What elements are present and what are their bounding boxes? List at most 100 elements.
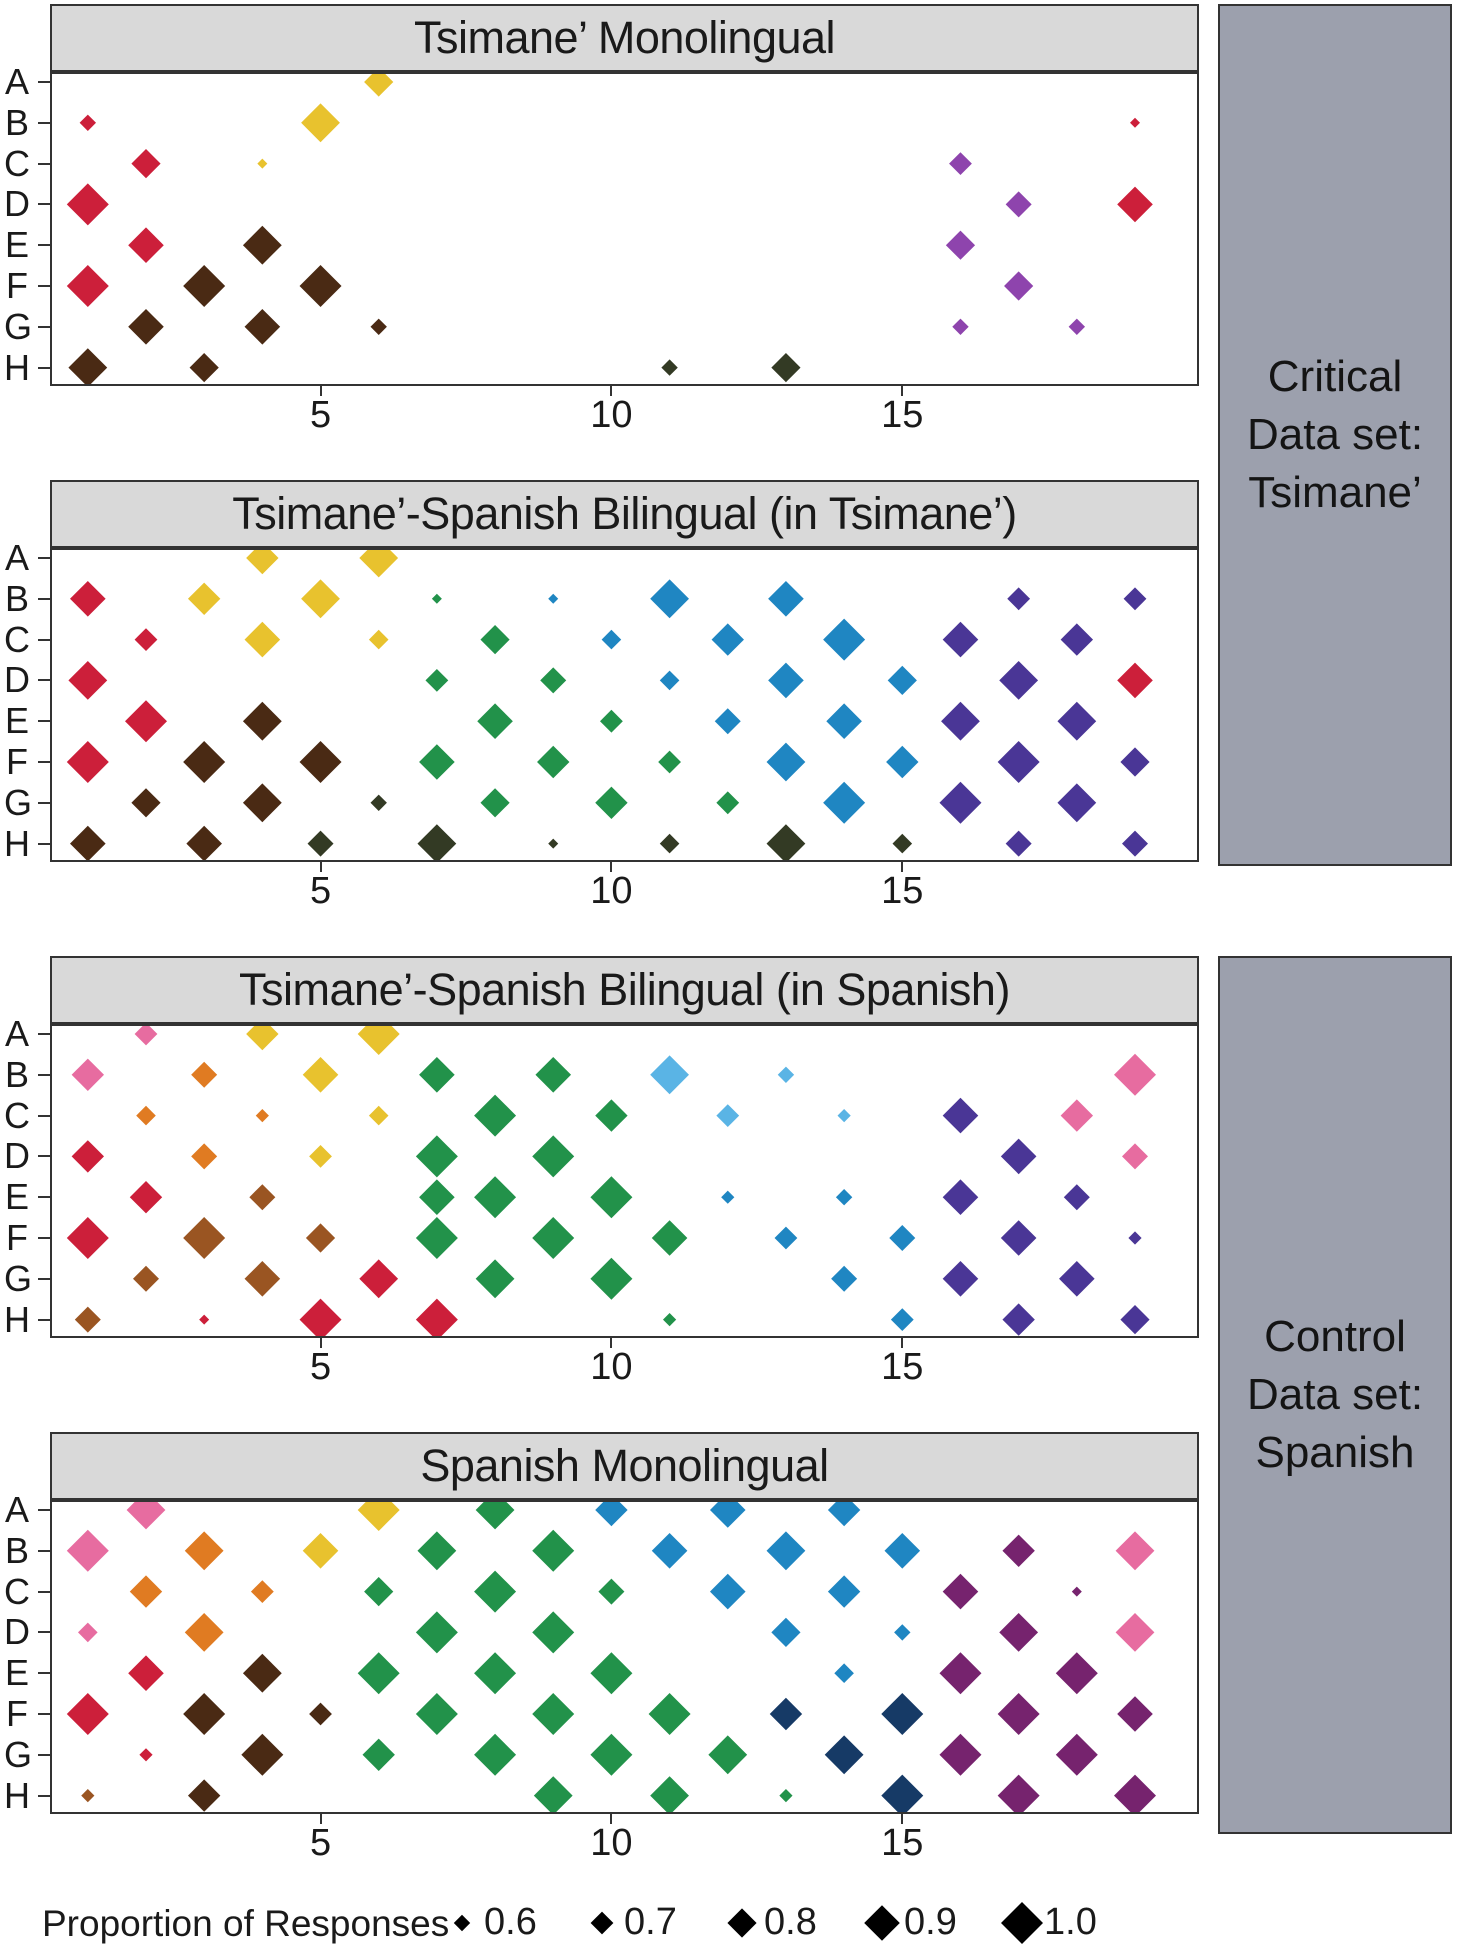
point-H-5 <box>299 1298 342 1336</box>
point-H-1 <box>74 1306 101 1333</box>
y-tick-label: B <box>4 101 29 143</box>
y-tick <box>38 121 50 124</box>
point-F-9 <box>537 745 570 779</box>
points-layer <box>66 74 1153 384</box>
point-F-13 <box>769 1697 803 1731</box>
point-B-5 <box>302 1057 339 1093</box>
point-H-1 <box>70 825 106 860</box>
point-G-2 <box>128 309 164 345</box>
y-tick-label: F <box>6 741 28 782</box>
point-H-9 <box>548 838 559 849</box>
point-H-3 <box>187 1779 221 1812</box>
point-G-6 <box>370 318 387 335</box>
point-B-1 <box>71 1058 105 1091</box>
legend-diamond-icon <box>864 1905 900 1941</box>
point-B-11 <box>651 1533 688 1569</box>
point-B-7 <box>431 593 442 604</box>
x-tick <box>610 862 613 872</box>
y-tick-label: A <box>4 1013 29 1054</box>
point-G-6 <box>362 1738 395 1771</box>
point-D-7 <box>415 1135 458 1178</box>
point-A-6 <box>364 74 394 97</box>
point-C-4 <box>255 1109 269 1123</box>
plot-area <box>50 72 1199 386</box>
y-tick <box>38 1277 50 1280</box>
y-tick <box>38 81 50 83</box>
point-B-11 <box>650 579 689 619</box>
point-A-14 <box>827 1502 861 1527</box>
y-tick-label: C <box>4 618 30 660</box>
point-C-2 <box>131 149 161 179</box>
x-tick-label: 10 <box>590 394 633 436</box>
control-line-1: Control <box>1264 1312 1406 1361</box>
point-B-5 <box>301 579 340 619</box>
point-B-11 <box>650 1055 689 1095</box>
point-D-3 <box>191 1143 218 1170</box>
point-F-3 <box>183 741 226 783</box>
point-G-18 <box>1059 1261 1095 1297</box>
legend-diamond-icon <box>727 1908 757 1938</box>
point-G-10 <box>595 786 628 819</box>
point-H-3 <box>186 825 222 860</box>
legend-diamond-icon <box>1001 1902 1043 1944</box>
y-tick <box>38 1590 50 1593</box>
point-C-6 <box>368 1105 389 1126</box>
point-C-10 <box>601 629 622 650</box>
critical-dataset-strip: Critical Data set: Tsimane’ <box>1218 4 1452 866</box>
point-D-19 <box>1115 1613 1155 1652</box>
y-tick-label: A <box>4 1489 29 1530</box>
point-H-17 <box>997 1774 1040 1812</box>
point-B-19 <box>1130 117 1141 128</box>
point-C-18 <box>1060 623 1094 656</box>
point-G-12 <box>708 1735 748 1775</box>
point-B-17 <box>1007 587 1031 611</box>
point-E-2 <box>128 1655 164 1691</box>
point-C-2 <box>134 628 158 651</box>
legend-diamond <box>727 1908 757 1938</box>
point-B-7 <box>419 1057 455 1093</box>
y-tick-label: H <box>4 1774 30 1816</box>
point-F-15 <box>889 1225 916 1251</box>
y-tick <box>38 801 50 804</box>
point-H-5 <box>307 830 334 857</box>
point-C-4 <box>244 621 281 658</box>
point-A-2 <box>134 1026 158 1046</box>
point-F-7 <box>419 744 455 780</box>
y-tick <box>38 557 50 559</box>
facet-title: Tsimane’ Monolingual <box>50 4 1199 72</box>
point-D-1 <box>66 183 109 226</box>
y-tick <box>38 1237 50 1239</box>
point-F-15 <box>881 1693 924 1735</box>
point-F-19 <box>1120 747 1150 777</box>
point-E-10 <box>590 1652 633 1695</box>
point-B-1 <box>79 114 97 131</box>
point-H-7 <box>415 1298 458 1336</box>
point-H-15 <box>890 1308 914 1331</box>
point-D-13 <box>768 662 804 699</box>
point-F-7 <box>415 1217 458 1259</box>
point-B-3 <box>184 1531 224 1571</box>
point-A-6 <box>359 550 399 578</box>
point-C-4 <box>250 1580 274 1603</box>
y-tick <box>38 1713 50 1715</box>
point-G-16 <box>952 318 969 335</box>
point-D-17 <box>1005 191 1032 218</box>
point-A-8 <box>475 1502 515 1530</box>
point-F-1 <box>66 1217 109 1259</box>
point-C-2 <box>129 1575 163 1608</box>
point-D-17 <box>999 1613 1039 1652</box>
point-H-17 <box>1005 830 1032 857</box>
point-F-5 <box>299 741 342 783</box>
y-tick-label: E <box>4 1176 29 1218</box>
facet-bilingual-in-tsimane: Tsimane’-Spanish Bilingual (in Tsimane’)… <box>0 480 1210 912</box>
point-B-13 <box>777 1066 795 1083</box>
point-D-5 <box>309 1145 332 1168</box>
y-tick <box>38 1794 50 1797</box>
point-C-14 <box>837 1109 851 1123</box>
point-D-9 <box>532 1611 575 1654</box>
point-G-8 <box>475 1259 515 1299</box>
x-tick <box>319 862 322 872</box>
y-tick <box>38 842 50 845</box>
points-layer <box>66 1502 1157 1812</box>
x-tick-label: 5 <box>309 394 332 436</box>
